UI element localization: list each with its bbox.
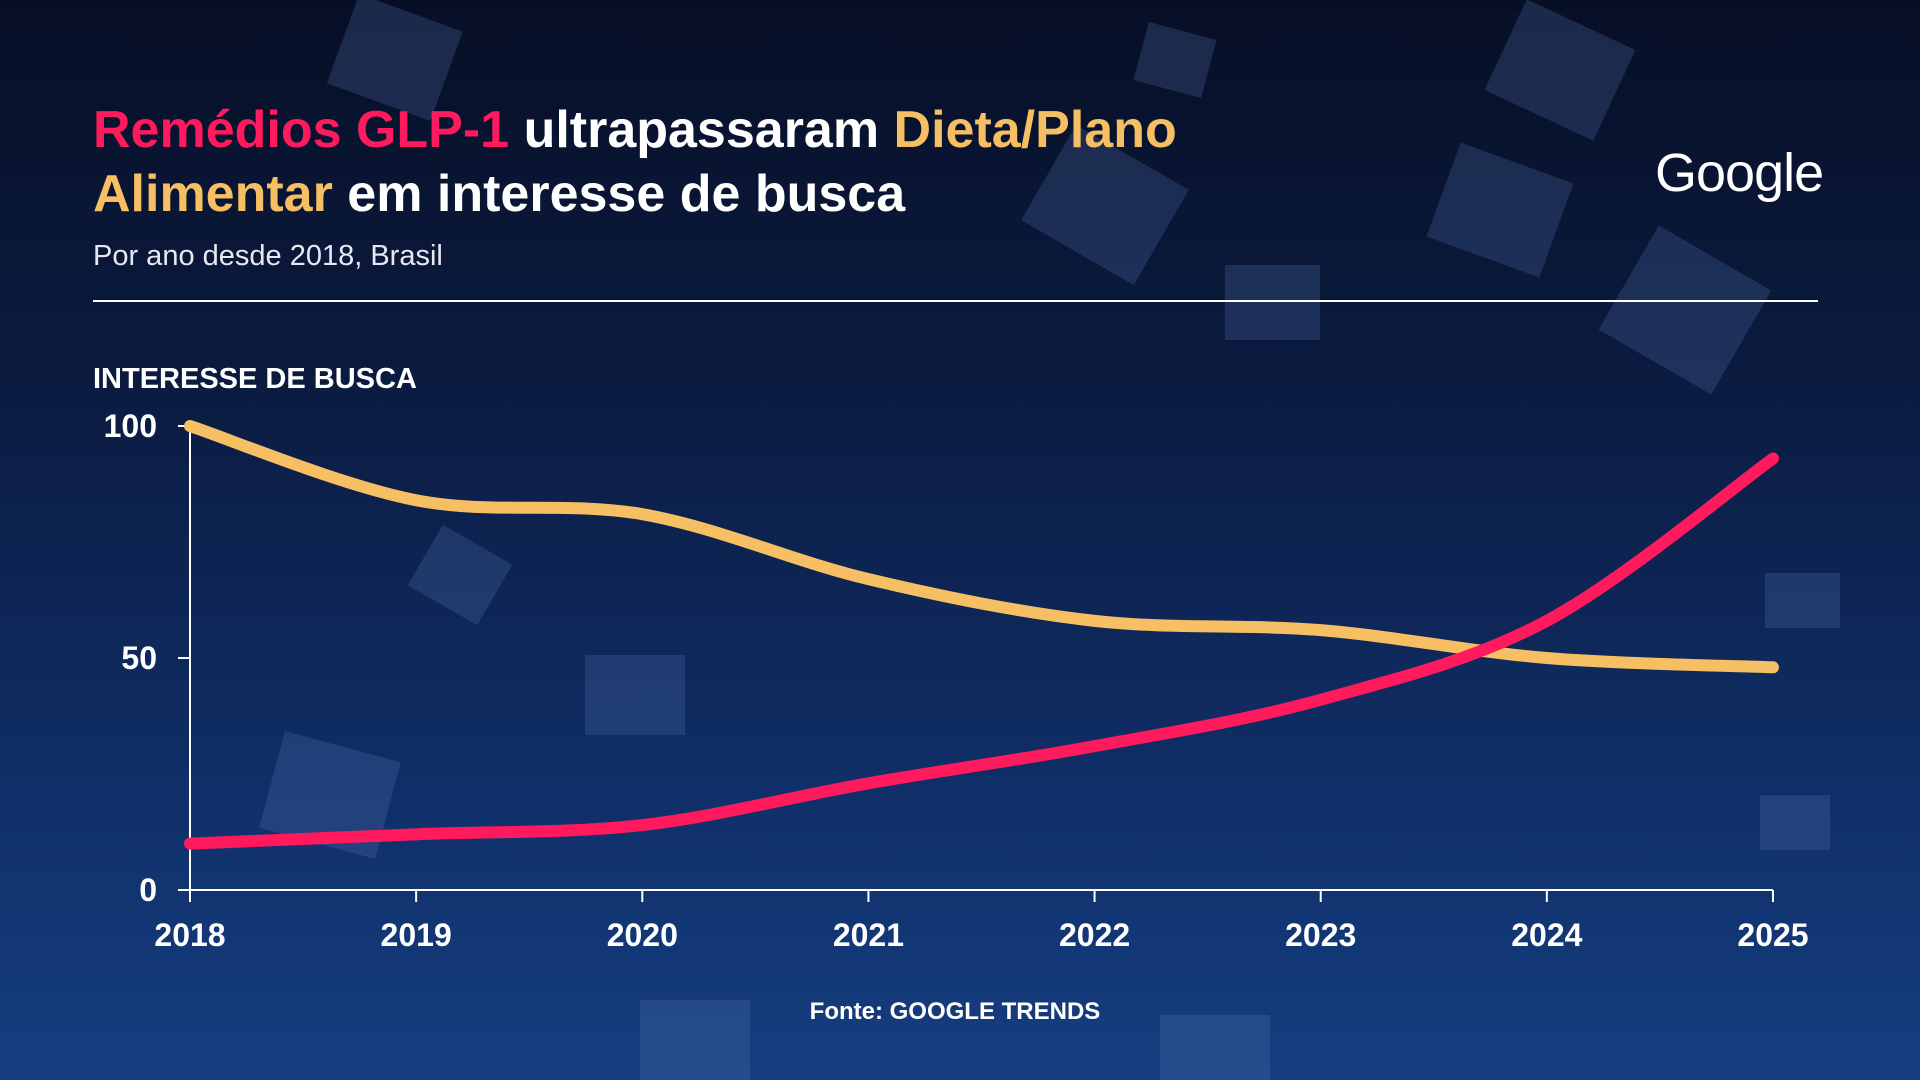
x-tick-label: 2024: [1511, 917, 1582, 953]
x-tick-label: 2019: [381, 917, 452, 953]
y-tick-label: 0: [139, 872, 157, 908]
title-diet: Dieta/Plano Alimentar: [93, 101, 1177, 223]
chart-title: Remédios GLP-1 ultrapassaram Dieta/Plano…: [93, 98, 1393, 226]
subtitle: Por ano desde 2018, Brasil: [93, 240, 443, 272]
x-tick-label: 2025: [1737, 917, 1808, 953]
source: Fonte: GOOGLE TRENDS: [810, 998, 1101, 1025]
divider: [93, 300, 1818, 302]
y-tick-label: 50: [121, 640, 157, 676]
x-tick-label: 2021: [833, 917, 904, 953]
series-line: [184, 452, 1779, 850]
x-tick-label: 2023: [1285, 917, 1356, 953]
x-tick-label: 2022: [1059, 917, 1130, 953]
x-tick-label: 2020: [607, 917, 678, 953]
x-tick-label: 2018: [154, 917, 225, 953]
logo: Google: [1655, 143, 1824, 203]
title-text: em interesse de busca: [347, 165, 906, 223]
title-glp1: Remédios GLP-1: [93, 101, 510, 159]
y-axis-title: INTERESSE DE BUSCA: [93, 363, 417, 395]
cubes: [259, 0, 1840, 1080]
series-line: [184, 420, 1779, 674]
y-tick-label: 100: [104, 408, 157, 444]
title-text: ultrapassaram: [523, 101, 880, 159]
